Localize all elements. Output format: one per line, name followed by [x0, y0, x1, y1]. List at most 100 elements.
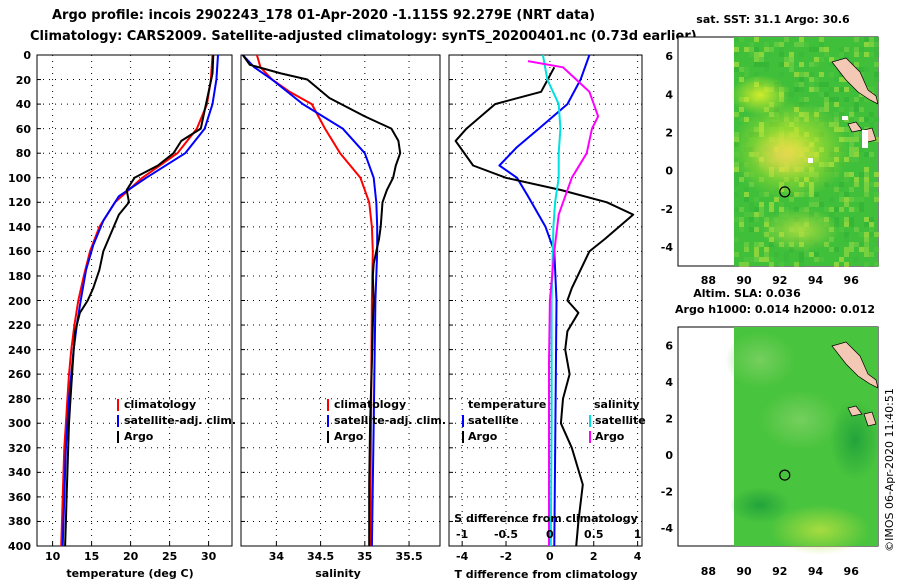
sst-pixel: [864, 167, 869, 172]
sst-pixel: [864, 247, 869, 252]
sst-pixel: [859, 67, 864, 72]
series-line-s-argo: [527, 60, 600, 546]
s-tick-label: -1: [456, 528, 468, 541]
sst-pixel: [864, 97, 869, 102]
sst-pixel: [744, 257, 749, 262]
map-x-tick-label: 94: [808, 274, 824, 287]
legend-swatch-t-satellite: [462, 415, 464, 427]
sst-pixel: [774, 197, 779, 202]
sst-pixel: [844, 217, 849, 222]
temperature-panel: 0 20 40 60 80 100 120 140 160 180 200 22…: [8, 49, 236, 580]
sst-pixel: [864, 117, 869, 122]
sst-pixel: [834, 97, 839, 102]
map-x-tick-label: 96: [844, 565, 860, 578]
sst-pixel: [784, 62, 789, 67]
sst-pixel: [814, 77, 819, 82]
legend-label: Argo: [124, 430, 154, 443]
temperature-grid: [37, 54, 232, 547]
sst-pixel: [799, 77, 804, 82]
sst-pixel: [744, 187, 749, 192]
sst-pixel: [789, 57, 794, 62]
temperature-x-ticks: 10 15 20 25 30: [45, 550, 217, 563]
sst-pixel: [854, 137, 859, 142]
map-x-tick-label: 90: [736, 565, 752, 578]
x-tick-label: 25: [162, 550, 177, 563]
sst-pixel: [754, 37, 759, 42]
x-tick-label: 0: [546, 550, 554, 563]
sst-pixel: [864, 42, 869, 47]
sst-pixel: [739, 217, 744, 222]
map-y-tick-label: 4: [665, 88, 673, 101]
depth-tick-label: 240: [8, 344, 31, 357]
series-line-t-satellite: [498, 54, 591, 547]
sst-pixel: [844, 232, 849, 237]
depth-tick-label: 340: [8, 466, 31, 479]
sst-pixel: [839, 77, 844, 82]
salinity-panel: 34 34.5 35 35.5 salinity climatology sat…: [240, 54, 446, 580]
sst-pixel: [744, 247, 749, 252]
map-y-tick-label: 6: [665, 50, 673, 63]
sst-hot-patch: [750, 130, 820, 180]
sst-pixel: [809, 77, 814, 82]
sst-pixel: [829, 72, 834, 77]
sst-pixel: [854, 97, 859, 102]
sst-pixel: [824, 82, 829, 87]
header-line-2: Climatology: CARS2009. Satellite-adjuste…: [30, 29, 697, 44]
sst-pixel: [864, 262, 869, 267]
x-tick-label: 4: [634, 550, 642, 563]
sst-pixel: [824, 52, 829, 57]
sst-pixel: [849, 187, 854, 192]
sla-high-patch: [760, 390, 840, 450]
salinity-x-label: salinity: [315, 567, 361, 580]
depth-tick-label: 60: [16, 123, 32, 136]
sst-pixel: [744, 197, 749, 202]
sst-pixel: [859, 202, 864, 207]
map-x-tick-label: 88: [701, 274, 716, 287]
sst-pixel: [804, 42, 809, 47]
sst-pixel: [849, 132, 854, 137]
sst-pixel: [759, 192, 764, 197]
sst-pixel: [839, 227, 844, 232]
sst-pixel: [734, 207, 739, 212]
sst-pixel: [764, 47, 769, 52]
sst-pixel: [769, 207, 774, 212]
sst-pixel: [829, 87, 834, 92]
sst-pixel: [749, 217, 754, 222]
sumatra-coast: [831, 57, 879, 105]
sst-pixel: [759, 207, 764, 212]
sst-pixel: [744, 262, 749, 267]
sst-pixel: [829, 97, 834, 102]
legend-label: Argo: [468, 430, 498, 443]
sst-pixel: [799, 262, 804, 267]
cloud-gap: [808, 158, 813, 163]
sst-pixel: [874, 197, 879, 202]
map-x-tick-label: 94: [808, 565, 824, 578]
sla-map-y-ticks: 6 4 2 0 -2 -4: [661, 339, 674, 535]
sst-pixel: [834, 187, 839, 192]
sst-pixel: [849, 247, 854, 252]
s-tick-label: 1: [634, 528, 642, 541]
sst-pixel: [754, 52, 759, 57]
sst-pixel: [859, 242, 864, 247]
depth-tick-label: 160: [8, 245, 31, 258]
sst-pixel: [734, 37, 739, 42]
x-tick-label: 15: [84, 550, 99, 563]
sst-pixel: [734, 252, 739, 257]
temperature-x-label: temperature (deg C): [66, 567, 193, 580]
sst-pixel: [754, 212, 759, 217]
sst-pixel: [854, 47, 859, 52]
sst-pixel: [759, 212, 764, 217]
depth-tick-label: 280: [8, 393, 31, 406]
sst-pixel: [829, 207, 834, 212]
sst-pixel: [844, 262, 849, 267]
sst-pixel: [844, 222, 849, 227]
sst-pixel: [849, 242, 854, 247]
sst-pixel: [779, 262, 784, 267]
sst-pixel: [859, 107, 864, 112]
sst-pixel: [874, 192, 879, 197]
sst-pixel: [844, 247, 849, 252]
sst-pixel: [734, 47, 739, 52]
sst-pixel: [844, 97, 849, 102]
map-x-tick-label: 90: [736, 274, 752, 287]
